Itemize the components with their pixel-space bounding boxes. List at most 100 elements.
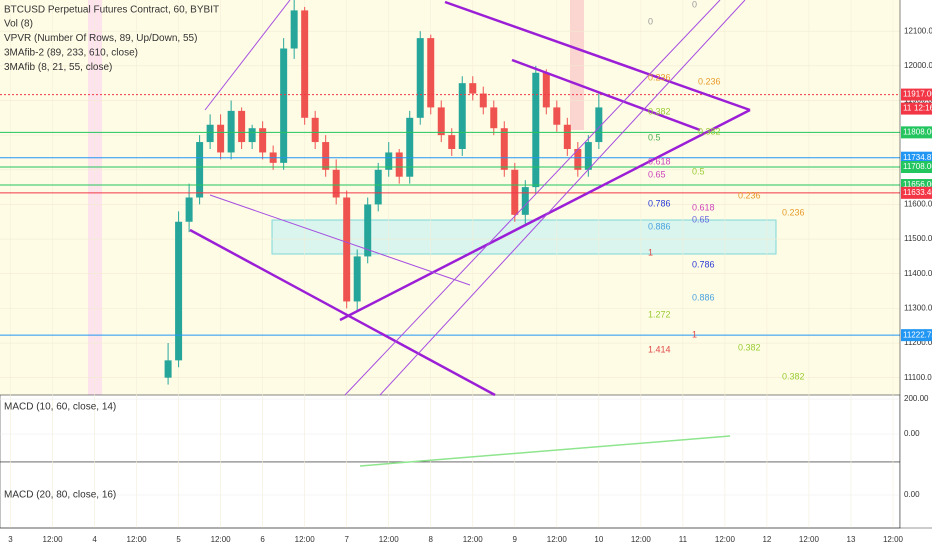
candle-body [553,107,561,125]
fib-label: 0 [648,16,653,26]
fib-label: 1.414 [648,344,671,354]
fib-label: 1 [692,329,697,339]
price-tag [901,329,932,342]
session-band [88,0,102,395]
candle-body [364,204,372,257]
indicator-label: 3MAfib-2 (89, 233, 610, close) [4,48,138,59]
candle-body [437,107,445,136]
candle-body [427,38,435,108]
candle-body [563,124,571,149]
x-tick-label: 12:00 [883,535,904,544]
price-tag [901,88,932,101]
x-tick-label: 13 [847,535,856,544]
main-pane [0,0,900,395]
candle-body [196,142,204,198]
y-tick-label: 11500.00 [904,234,932,243]
candle-body [448,135,456,149]
price-tag-label: 11917.00 [903,90,932,99]
price-tag-label: 11656.00 [903,180,932,189]
candle-body [217,124,225,153]
fib-label: 0.786 [692,259,715,269]
candle-body [521,187,529,215]
candle-body [500,128,508,170]
countdown-label: 11 [903,104,912,113]
indicator-label: VPVR (Number Of Rows, 89, Up/Down, 55) [4,33,197,44]
fib-label: 0.886 [692,292,715,302]
candle-body [353,256,361,302]
candle-body [185,197,193,222]
price-tag-label: 11633.46 [903,188,932,197]
fib-label: 0.5 [648,132,661,142]
candle-body [164,360,172,378]
price-tag [901,186,932,199]
candle-body [532,72,540,188]
x-tick-label: 10 [594,535,603,544]
pane-title: MACD (20, 80, close, 16) [4,490,116,501]
candle-body [416,38,424,118]
x-tick-label: 3 [8,535,13,544]
candle-body [406,117,414,177]
candle-body [248,128,256,143]
y-tick-label: 12000.00 [904,61,932,70]
fib-label: 0.886 [648,221,671,231]
fib-label: 0.382 [738,342,761,352]
candle-body [595,107,603,143]
fib-label: 0.236 [782,207,805,217]
fib-label: 0.786 [648,198,671,208]
fib-label: 1.272 [648,309,671,319]
countdown-label: 12:16 [914,104,932,113]
candle-body [374,169,382,205]
candle-body [322,142,330,170]
fib-label: 0.618 [692,202,715,212]
candle-body [469,83,477,94]
candle-body [542,72,550,108]
candle-body [490,107,498,129]
candle-body [458,83,466,149]
price-tag [901,151,932,164]
y-tick-label: 11600.00 [904,200,932,209]
fib-label: 0.236 [648,72,671,82]
candle-body [479,93,487,108]
candle-body [290,10,298,49]
fib-label: 0.5 [692,166,705,176]
price-tag-label: 11708.00 [903,162,932,171]
candle-body [584,142,592,170]
fib-label: 0.618 [648,156,671,166]
candle-body [385,152,393,170]
y-tick-label: 0.00 [904,490,920,499]
price-tag-label: 11222.73 [903,330,932,339]
pane-title: MACD (10, 60, close, 14) [4,402,116,413]
x-tick-label: 4 [92,535,97,544]
fib-label: 0.236 [698,76,721,86]
trendlines [189,0,751,397]
y-tick-label: 12100.00 [904,26,932,35]
fib-label: 0.236 [738,190,761,200]
y-tick-label: 11200.00 [904,338,932,347]
x-tick-label: 12:00 [799,535,820,544]
price-tag-label: 11808.00 [903,127,932,136]
candle-body [343,197,351,302]
fib-label: 0.65 [648,169,666,179]
price-axis [900,0,932,528]
x-tick-label: 12:00 [127,535,148,544]
x-tick-label: 12 [762,535,771,544]
candle-body [259,128,267,153]
y-tick-label: 11300.00 [904,303,932,312]
x-tick-label: 12:00 [379,535,400,544]
price-tag-label: 11734.87 [903,153,932,162]
x-tick-label: 7 [344,535,349,544]
indicator-label: Vol (8) [4,19,33,30]
x-tick-label: 6 [260,535,265,544]
fib-label: 0.65 [692,214,710,224]
macd-pane [0,394,901,463]
x-tick-label: 9 [513,535,518,544]
candle-body [332,169,340,198]
x-tick-label: 12:00 [43,535,64,544]
y-tick-label: 11400.00 [904,269,932,278]
channel-lines [204,0,746,396]
fib-label: 1 [648,247,653,257]
fib-label: 0.382 [648,106,671,116]
fib-label: 0.382 [698,126,721,136]
price-tag [901,126,932,139]
